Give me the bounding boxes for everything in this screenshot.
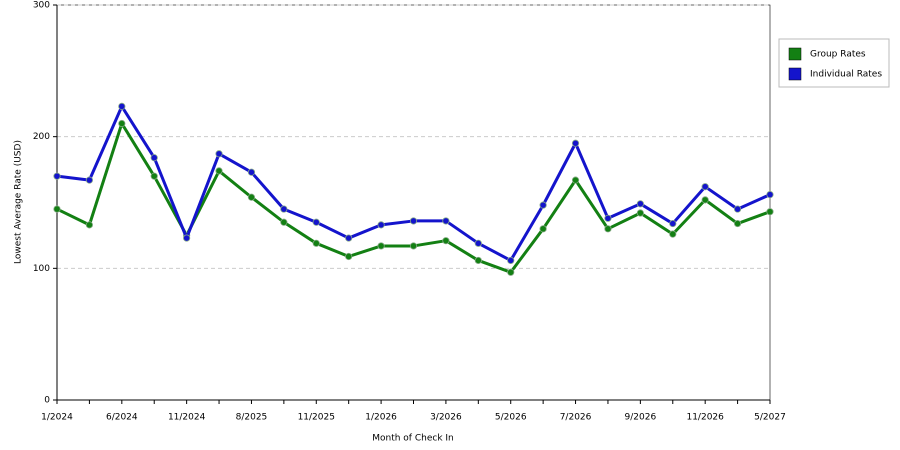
data-point	[247, 168, 256, 176]
data-point	[377, 221, 385, 229]
data-point	[571, 176, 580, 184]
data-point	[766, 208, 774, 216]
x-tick-label: 9/2026	[625, 413, 657, 423]
data-point	[150, 172, 158, 180]
data-point	[733, 219, 742, 228]
data-point	[247, 193, 256, 201]
data-point	[507, 268, 515, 276]
series-line	[56, 122, 771, 274]
data-point	[280, 218, 288, 226]
data-point	[636, 209, 644, 217]
data-point	[85, 221, 94, 229]
data-point	[312, 239, 320, 247]
x-tick-label: 11/2024	[168, 413, 206, 423]
data-point	[85, 176, 94, 184]
data-point	[183, 234, 191, 242]
data-point	[345, 234, 353, 242]
data-point	[669, 230, 677, 238]
data-point	[636, 200, 644, 208]
data-point	[215, 150, 223, 158]
data-point	[377, 242, 385, 250]
data-point	[733, 205, 742, 213]
data-point	[474, 256, 482, 265]
data-point	[604, 225, 612, 233]
data-point	[766, 191, 774, 199]
y-axis-title: Lowest Average Rate (USD)	[14, 140, 24, 264]
data-point	[53, 172, 61, 180]
x-tick-label: 11/2025	[298, 413, 335, 423]
x-tick-label: 7/2026	[560, 413, 592, 423]
data-point	[507, 256, 515, 265]
data-point	[53, 205, 61, 213]
data-point	[409, 242, 418, 250]
x-tick-label: 1/2026	[365, 413, 397, 423]
x-tick-label: 5/2027	[754, 413, 786, 423]
data-point	[442, 217, 450, 225]
data-point	[701, 196, 709, 204]
y-tick-label: 200	[33, 132, 50, 142]
y-tick-label: 300	[33, 1, 50, 11]
data-point	[215, 167, 223, 175]
data-point	[409, 217, 418, 225]
x-tick-label: 6/2024	[106, 413, 138, 423]
x-tick-label: 11/2026	[686, 413, 724, 423]
legend-swatch	[788, 47, 802, 61]
data-point	[118, 102, 126, 110]
data-point	[604, 214, 612, 222]
data-point	[312, 218, 320, 226]
data-point	[345, 252, 353, 261]
x-axis-title: Month of Check In	[372, 434, 454, 444]
x-tick-label: 3/2026	[430, 413, 462, 423]
data-point	[571, 139, 580, 147]
data-point	[539, 225, 547, 233]
data-point	[280, 205, 288, 213]
y-tick-label: 0	[44, 396, 50, 406]
x-tick-label: 5/2026	[495, 413, 527, 423]
y-tick-label: 100	[33, 264, 50, 274]
plot-frame	[56, 4, 771, 401]
series-line	[56, 104, 771, 262]
data-point	[150, 154, 158, 162]
data-point	[701, 183, 709, 191]
legend-swatch	[788, 67, 802, 81]
data-point	[118, 119, 126, 128]
x-tick-label: 1/2024	[41, 413, 73, 423]
legend-label: Group Rates	[810, 50, 866, 60]
x-tick-label: 8/2025	[236, 413, 268, 423]
data-point	[442, 237, 450, 245]
data-point	[539, 201, 547, 209]
data-point	[669, 219, 677, 228]
legend-label: Individual Rates	[810, 70, 882, 80]
data-point	[474, 239, 482, 247]
